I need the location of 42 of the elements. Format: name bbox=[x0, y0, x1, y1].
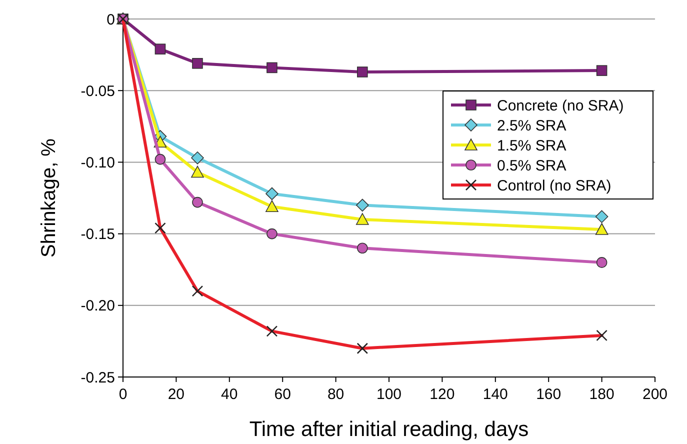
point bbox=[595, 210, 608, 224]
legend-label: Concrete (no SRA) bbox=[497, 97, 624, 114]
x-tick-label: 20 bbox=[168, 386, 185, 403]
point bbox=[266, 62, 278, 74]
point bbox=[596, 65, 608, 76]
point bbox=[192, 58, 203, 69]
x-tick-label: 100 bbox=[376, 386, 402, 403]
x-tick-label: 180 bbox=[589, 386, 614, 403]
point bbox=[596, 257, 608, 268]
legend-label: 2.5% SRA bbox=[497, 117, 566, 134]
x-tick-label: 80 bbox=[327, 386, 344, 403]
y-tick-label: -0.20 bbox=[80, 298, 115, 315]
x-tick-label: 140 bbox=[482, 386, 508, 403]
legend-label: 1.5% SRA bbox=[497, 137, 566, 154]
y-tick-label: -0.05 bbox=[80, 82, 115, 100]
point bbox=[266, 228, 278, 240]
point bbox=[154, 154, 166, 165]
y-tick-label: -0.25 bbox=[80, 369, 115, 386]
x-tick-label: 160 bbox=[536, 386, 562, 403]
point bbox=[192, 196, 203, 208]
point bbox=[357, 66, 368, 78]
y-tick-label: 0 bbox=[106, 11, 115, 28]
point bbox=[266, 200, 278, 212]
point bbox=[154, 44, 166, 54]
point bbox=[266, 187, 278, 200]
point bbox=[595, 223, 608, 235]
x-tick-label: 0 bbox=[118, 386, 128, 403]
point bbox=[356, 213, 369, 225]
legend-label: Control (no SRA) bbox=[497, 177, 612, 194]
y-axis-title: Shrinkage, % bbox=[38, 138, 60, 258]
point bbox=[356, 198, 369, 212]
point bbox=[191, 166, 204, 178]
point bbox=[191, 152, 204, 164]
y-tick-label: -0.10 bbox=[80, 154, 115, 172]
x-tick-label: 40 bbox=[221, 386, 238, 403]
x-tick-label: 60 bbox=[274, 386, 291, 403]
point bbox=[357, 242, 368, 254]
x-tick-label: 200 bbox=[642, 386, 668, 403]
legend-label: 0.5% SRA bbox=[497, 157, 566, 174]
x-tick-label: 120 bbox=[430, 386, 455, 403]
x-axis-title: Time after initial reading, days bbox=[249, 418, 529, 441]
y-tick-label: -0.15 bbox=[80, 226, 115, 244]
